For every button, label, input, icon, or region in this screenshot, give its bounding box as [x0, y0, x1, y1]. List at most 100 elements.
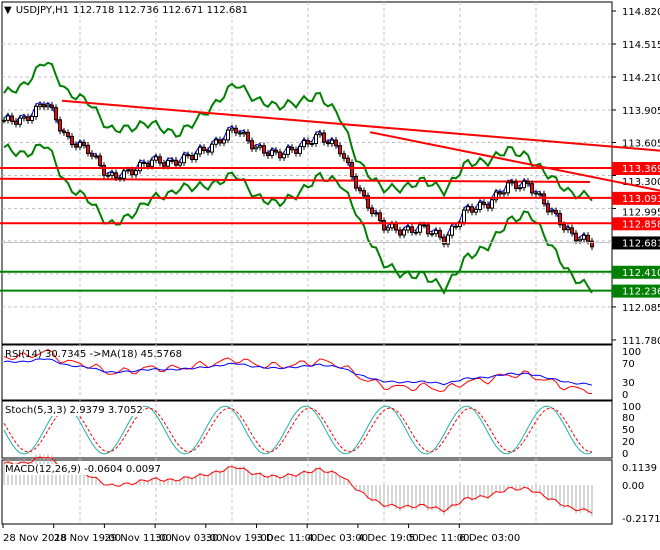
candle	[226, 129, 230, 141]
indicator-tick-label: 100	[622, 347, 641, 358]
candle	[306, 140, 310, 145]
candle	[302, 140, 306, 148]
candle	[38, 104, 42, 107]
candle	[590, 240, 594, 248]
current-price-badge	[612, 236, 660, 250]
candle	[574, 232, 578, 242]
candle	[346, 157, 350, 164]
candle	[130, 169, 134, 176]
candle	[294, 149, 298, 154]
time-tick-label: 30 Nov 19:00	[206, 533, 273, 544]
candle	[178, 162, 182, 166]
candle	[210, 143, 214, 153]
candle	[74, 144, 78, 148]
candle	[582, 234, 586, 240]
indicator-tick-label: 50	[622, 425, 635, 436]
candle	[110, 172, 114, 176]
ohlc-values: 112.718 112.736 112.671 112.681	[73, 5, 248, 16]
candle	[6, 115, 10, 121]
level-label: 112.410	[622, 268, 660, 279]
price-tick-label: 113.605	[622, 138, 660, 149]
candle	[158, 156, 162, 164]
candle	[426, 224, 430, 235]
candle	[466, 206, 470, 211]
level-badge	[612, 191, 660, 205]
candle	[258, 145, 262, 148]
candle	[50, 104, 54, 109]
candle	[378, 212, 382, 222]
stoch-label: Stoch(5,3,3) 2.9379 3.7052	[5, 405, 143, 416]
candle	[118, 177, 122, 180]
candle	[202, 146, 206, 152]
candle	[558, 213, 562, 226]
candle	[334, 139, 338, 147]
candle	[90, 152, 94, 157]
candle	[474, 208, 478, 213]
price-tick-label: 113.905	[622, 106, 660, 117]
candle	[266, 152, 270, 157]
level-label: 112.858	[622, 219, 660, 230]
level-badge	[612, 265, 660, 279]
candle	[162, 162, 166, 167]
candle	[138, 161, 142, 172]
candle	[94, 155, 98, 158]
time-tick-label: 5 Dec 11:00	[409, 533, 470, 544]
candle	[62, 130, 66, 134]
candle	[70, 135, 74, 146]
dropdown-triangle-icon[interactable]: ▼	[4, 5, 12, 16]
candle	[578, 238, 582, 242]
candle	[150, 159, 154, 167]
candle	[78, 141, 82, 148]
candle	[34, 105, 38, 117]
candle	[322, 132, 326, 143]
candle	[354, 176, 358, 189]
candle	[470, 206, 474, 213]
indicator-tick-label: 30	[622, 378, 635, 389]
time-tick-label: 6 Dec 03:00	[459, 533, 520, 544]
candle	[174, 159, 178, 166]
candle	[246, 131, 250, 142]
candle	[430, 233, 434, 236]
price-tick-label: 114.820	[622, 7, 660, 18]
candle	[526, 180, 530, 185]
candle	[58, 119, 62, 132]
candle	[142, 161, 146, 164]
candle	[66, 132, 70, 137]
candle	[358, 187, 362, 192]
indicator-tick-label: 0	[622, 390, 628, 401]
candle	[326, 141, 330, 145]
bollinger-upper	[3, 61, 593, 202]
candle	[342, 153, 346, 159]
candle	[310, 143, 314, 146]
candle	[390, 223, 394, 229]
candle	[570, 227, 574, 234]
candle	[406, 226, 410, 231]
candle	[530, 183, 534, 194]
time-tick-label: 28 Nov 19:00	[54, 533, 121, 544]
candle	[362, 190, 366, 197]
candle	[242, 131, 246, 135]
candle	[218, 139, 222, 144]
candle	[250, 140, 254, 150]
candle	[554, 210, 558, 215]
candle	[18, 117, 22, 125]
candle	[482, 201, 486, 206]
candle	[330, 139, 334, 145]
time-tick-label: 30 Nov 03:00	[155, 533, 222, 544]
indicator-tick-label: 0.00	[622, 481, 644, 492]
candle	[486, 204, 490, 209]
candle	[262, 145, 266, 154]
trend-line	[0, 177, 591, 183]
candle	[254, 146, 258, 150]
candle	[238, 132, 242, 135]
candle	[386, 227, 390, 231]
candle	[538, 193, 542, 196]
candle	[166, 160, 170, 167]
rsi-ma-line	[3, 358, 593, 386]
candle	[522, 180, 526, 189]
time-tick-label: 4 Dec 03:00	[307, 533, 368, 544]
rsi-label: RSI(14) 30.7345 ->MA(18) 45.5768	[5, 349, 182, 360]
candle	[122, 170, 126, 179]
